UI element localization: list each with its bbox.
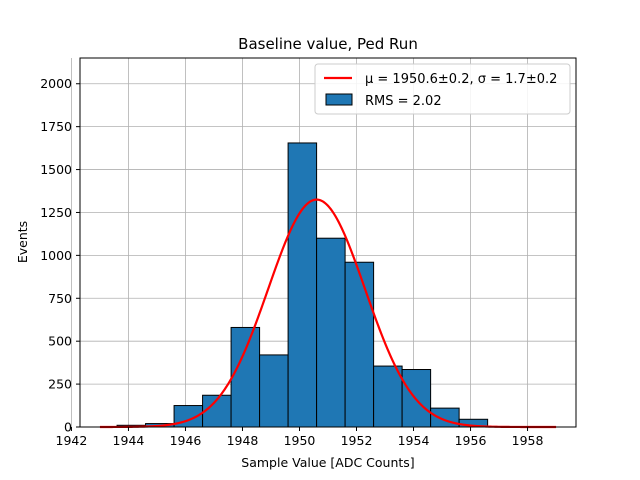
legend-box [314,63,571,115]
x-tick-label: 1948 [227,433,259,448]
x-tick-label: 1942 [56,433,88,448]
x-tick-label: 1952 [341,433,373,448]
x-tick-label: 1944 [113,433,145,448]
legend-histogram-swatch [325,93,353,106]
axes-frame [79,57,577,428]
plot-area: 1942 1944 1946 1948 1950 1952 1954 1956 1958 0 250… [40,57,577,448]
histogram-bar [344,261,375,428]
histogram-bar [373,365,403,428]
x-tick-label: 1950 [284,433,316,448]
histogram-bar [230,326,261,428]
y-tick-label: 250 [48,377,72,392]
legend-fit-label: μ = 1950.6±0.2, σ = 1.7±0.2 [365,72,557,87]
y-tick-label: 1500 [40,162,72,177]
legend-histogram-label: RMS = 2.02 [365,94,442,109]
x-tick-label: 1946 [170,433,202,448]
y-tick-label: 1000 [40,248,72,263]
y-tick-label: 0 [64,420,72,435]
gaussian-fit-line [99,198,557,429]
y-tick-label: 500 [48,334,72,349]
x-axis-label: Sample Value [ADC Counts] [241,455,414,470]
y-tick-label: 2000 [40,76,72,91]
chart-title: Baseline value, Ped Run [238,35,418,53]
histogram-bar [316,237,346,428]
y-tick-label: 1250 [40,205,72,220]
y-tick-label: 750 [48,291,72,306]
x-tick-label: 1956 [455,433,487,448]
x-tick-label: 1954 [398,433,430,448]
histogram-bar [259,354,289,428]
y-axis-label: Events [15,221,30,263]
legend: μ = 1950.6±0.2, σ = 1.7±0.2 RMS = 2.02 [314,63,571,115]
y-tick-label: 1750 [40,119,72,134]
histogram-bar [287,142,318,428]
x-tick-label: 1958 [512,433,544,448]
